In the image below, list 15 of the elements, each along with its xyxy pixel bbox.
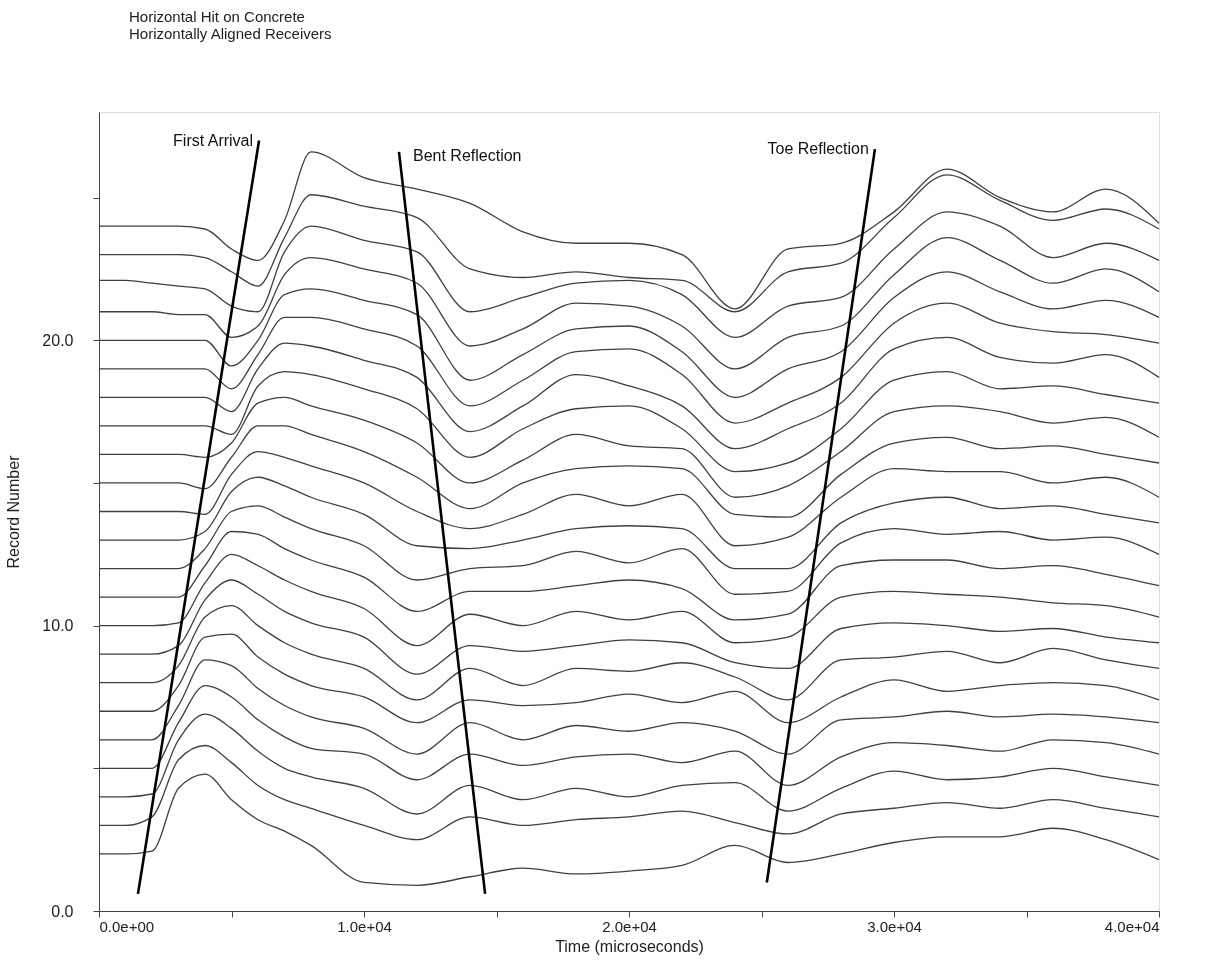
x-axis-title: Time (microseconds): [555, 937, 704, 955]
y-tick-label: 20.0: [42, 331, 74, 349]
y-tick-label: 0.0: [51, 902, 74, 920]
x-tick-label: 0.0e+00: [99, 917, 155, 935]
series-label: Bent Reflection: [412, 146, 522, 164]
y-tick-label: 10.0: [42, 617, 74, 635]
x-tick-label: 3.0e+04: [867, 917, 922, 935]
y-axis-title: Record Number: [5, 454, 23, 569]
series-label: First Arrival: [173, 131, 254, 149]
chart-subtitle: Horizontally Aligned Receivers: [129, 25, 332, 42]
x-tick-label: 4.0e+04: [1104, 917, 1160, 935]
x-tick-label: 2.0e+04: [602, 917, 657, 935]
chart-title: Horizontal Hit on Concrete: [129, 8, 305, 25]
series-label: Toe Reflection: [767, 140, 869, 158]
x-tick-label: 1.0e+04: [337, 917, 392, 935]
